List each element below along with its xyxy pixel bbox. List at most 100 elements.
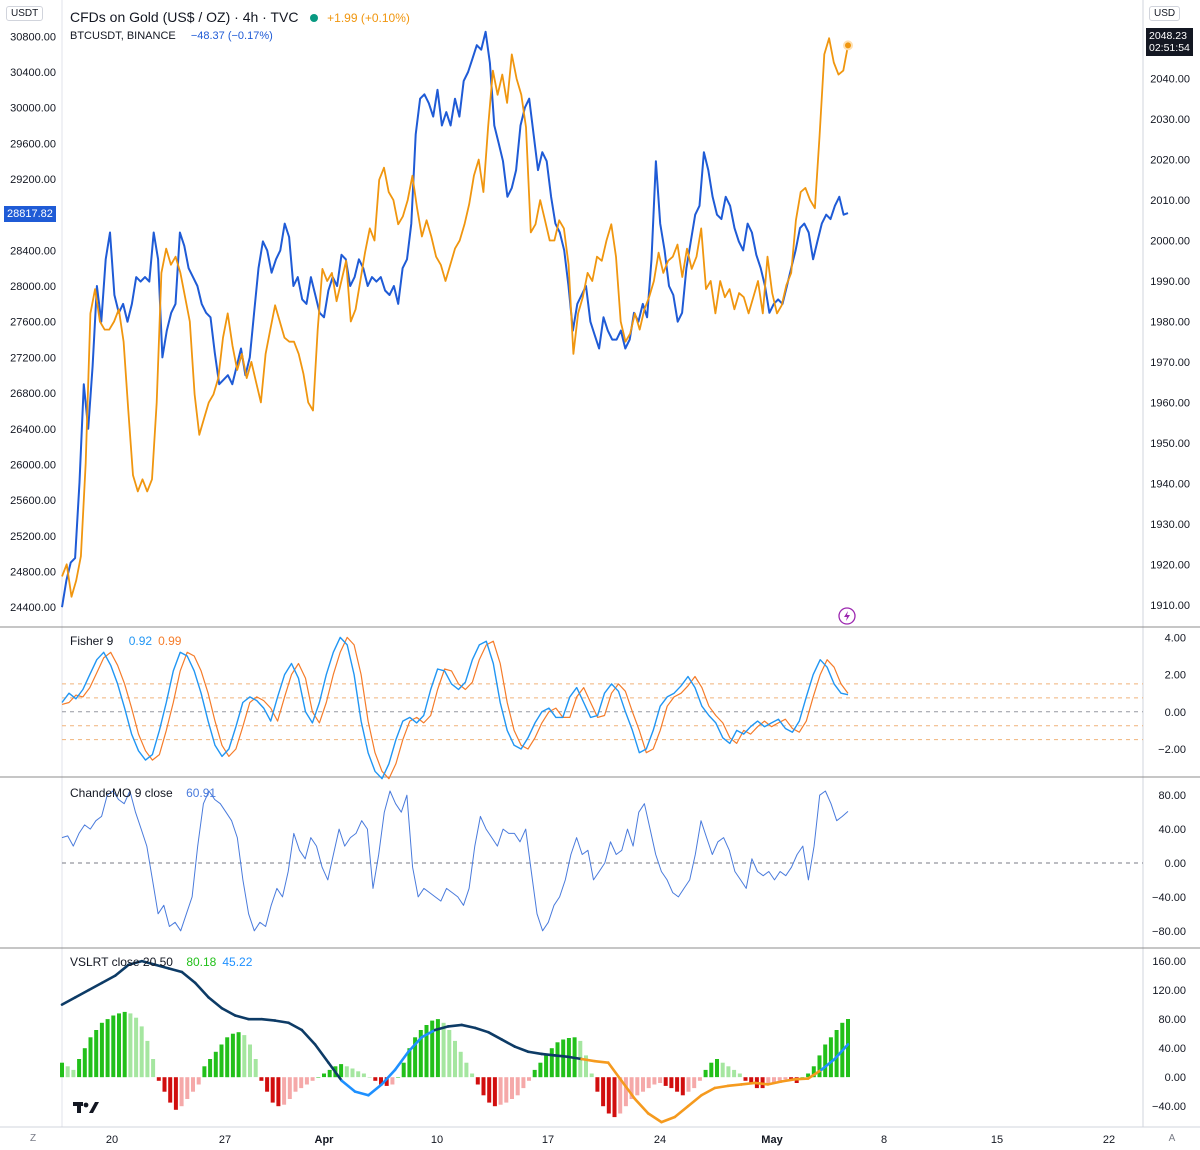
time-tick-6: May xyxy=(761,1134,783,1146)
zoom-button[interactable]: Z xyxy=(29,1133,37,1144)
vslrt-histogram-bar xyxy=(715,1059,719,1078)
vslrt-histogram-bar xyxy=(424,1025,429,1078)
cmo-label[interactable]: ChandeMO 9 close xyxy=(70,786,173,800)
cmo-legend: ChandeMO 9 close 60.91 xyxy=(70,786,222,800)
vslrt-regression-segment xyxy=(340,1079,357,1093)
vslrt-histogram-bar xyxy=(663,1077,668,1086)
vslrt-label[interactable]: VSLRT close 20 50 xyxy=(70,955,173,969)
vslrt-histogram-bar xyxy=(697,1077,702,1081)
vslrt-histogram-bar xyxy=(447,1030,452,1078)
fisher-trigger-line xyxy=(61,636,849,780)
cmo-axis-tick-2: 0.00 xyxy=(1165,858,1186,870)
right-axis-tick-1: 1920.00 xyxy=(1150,559,1190,571)
vslrt-regression-segment xyxy=(766,1080,783,1086)
vslrt-regression-segment xyxy=(593,1059,610,1064)
vslrt-histogram-bar xyxy=(475,1077,480,1085)
vslrt-histogram-bar xyxy=(202,1066,207,1078)
vslrt-histogram-bar xyxy=(481,1077,486,1096)
vslrt-regression-segment xyxy=(473,1026,490,1034)
fisher-value-2: 0.99 xyxy=(158,634,182,648)
vslrt-histogram-bar xyxy=(413,1037,418,1078)
fisher-label[interactable]: Fisher 9 xyxy=(70,634,114,648)
vslrt-histogram-bar xyxy=(327,1069,332,1078)
right-axis-tick-5: 1960.00 xyxy=(1150,397,1190,409)
right-axis-tick-6: 1970.00 xyxy=(1150,357,1190,369)
tradingview-logo xyxy=(73,1102,99,1113)
vslrt-value-1: 80.18 xyxy=(186,955,217,969)
vslrt-histogram-bar xyxy=(817,1055,822,1078)
vslrt-regression-segment xyxy=(660,1115,677,1124)
vslrt-regression-segment xyxy=(646,1112,663,1124)
vslrt-histogram-bar xyxy=(390,1077,395,1085)
vslrt-regression-segment xyxy=(487,1030,503,1041)
lightning-event-icon[interactable] xyxy=(838,607,856,625)
vslrt-histogram-bar xyxy=(361,1073,366,1078)
vslrt-regression-segment xyxy=(606,1061,623,1083)
vslrt-regression-segment xyxy=(327,1061,344,1083)
left-axis-tick-15: 30400.00 xyxy=(10,67,56,79)
cmo-axis-tick-3: −40.00 xyxy=(1152,892,1186,904)
vslrt-regression-segment xyxy=(793,1077,810,1081)
right-axis-tick-9: 2000.00 xyxy=(1150,236,1190,248)
vslrt-histogram-bar xyxy=(310,1077,315,1081)
vslrt-histogram-bar xyxy=(219,1044,224,1078)
vslrt-regression-segment xyxy=(153,963,170,970)
btc-last-price-tag: 28817.82 xyxy=(4,206,56,222)
vslrt-histogram-bar xyxy=(253,1059,258,1078)
left-unit-selector[interactable]: USDT xyxy=(6,6,44,21)
vslrt-regression-segment xyxy=(566,1055,583,1061)
left-axis-tick-12: 29200.00 xyxy=(10,174,56,186)
vslrt-histogram-bar xyxy=(259,1077,264,1081)
cmo-axis-tick-4: −80.00 xyxy=(1152,926,1186,938)
vslrt-regression-segment xyxy=(753,1081,770,1086)
vslrt-histogram-bar xyxy=(401,1062,406,1078)
vslrt-regression-segment xyxy=(833,1043,850,1061)
vslrt-histogram-bar xyxy=(435,1019,440,1078)
vslrt-histogram-bar xyxy=(510,1077,514,1099)
vslrt-regression-segment xyxy=(500,1038,517,1048)
fisher-value-1: 0.92 xyxy=(128,634,153,648)
vslrt-histogram-bar xyxy=(720,1062,725,1078)
vslrt-histogram-bar xyxy=(407,1048,412,1078)
vslrt-regression-segment xyxy=(700,1086,717,1097)
gold-series-line xyxy=(61,37,849,598)
cmo-axis-tick-0: 80.00 xyxy=(1158,790,1186,802)
vslrt-histogram-bar xyxy=(544,1055,549,1078)
right-unit-selector[interactable]: USD xyxy=(1149,6,1181,21)
time-tick-1: 27 xyxy=(219,1134,231,1146)
right-axis-tick-10: 2010.00 xyxy=(1150,195,1190,207)
time-tick-9: 22 xyxy=(1103,1134,1115,1146)
vslrt-regression-segment xyxy=(193,981,210,999)
time-tick-7: 8 xyxy=(881,1134,887,1146)
vslrt-histogram-bar xyxy=(777,1077,782,1081)
vslrt-regression-segment xyxy=(273,1019,290,1025)
vslrt-histogram-bar xyxy=(601,1077,606,1107)
vslrt-histogram-bar xyxy=(709,1062,714,1078)
vslrt-regression-segment xyxy=(207,996,224,1010)
vslrt-histogram-bar xyxy=(430,1020,435,1078)
left-axis-tick-13: 29600.00 xyxy=(10,138,56,150)
time-tick-2: Apr xyxy=(315,1134,335,1146)
left-axis-tick-0: 24400.00 xyxy=(10,602,56,614)
vslrt-histogram-bar xyxy=(322,1073,326,1078)
vslrt-histogram-bar xyxy=(128,1013,133,1078)
vslrt-regression-segment xyxy=(60,996,77,1006)
right-axis-tick-8: 1990.00 xyxy=(1150,276,1190,288)
fisher-line xyxy=(61,636,849,780)
vslrt-regression-segment xyxy=(726,1083,743,1088)
vslrt-regression-segment xyxy=(820,1057,836,1072)
vslrt-histogram-bar xyxy=(151,1059,156,1078)
right-axis-tick-7: 1980.00 xyxy=(1150,316,1190,328)
vslrt-histogram-bar xyxy=(145,1040,150,1078)
fisher-axis-tick-2: 0.00 xyxy=(1165,707,1186,719)
vslrt-histogram-bar xyxy=(77,1059,82,1078)
auto-scale-button[interactable]: A xyxy=(1168,1133,1176,1144)
compare-symbol[interactable]: BTCUSDT, BINANCE xyxy=(70,30,176,42)
vslrt-histogram-bar xyxy=(641,1077,645,1092)
vslrt-histogram-bar xyxy=(213,1051,218,1078)
symbol-title[interactable]: CFDs on Gold (US$ / OZ) · 4h · TVC xyxy=(70,9,299,25)
vslrt-histogram-bar xyxy=(692,1077,697,1089)
gold-last-point xyxy=(843,40,853,51)
vslrt-histogram-bar xyxy=(800,1077,805,1078)
